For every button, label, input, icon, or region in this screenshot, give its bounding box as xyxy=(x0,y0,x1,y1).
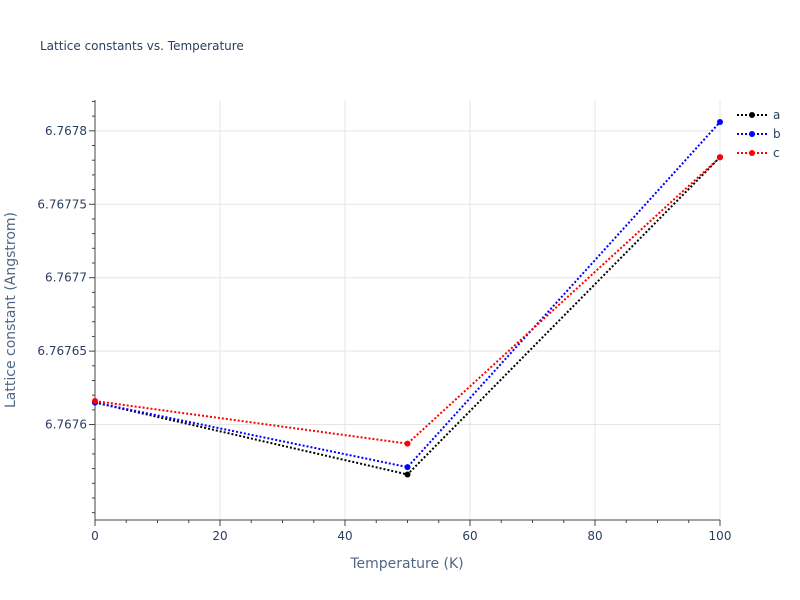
y-tick-label: 6.7677 xyxy=(45,271,87,285)
series-line-b xyxy=(94,121,721,469)
data-point-b xyxy=(404,464,411,471)
axes: 0 20 40 60 80 100 6.7676 6.76765 6.7677 6.76775 6.… xyxy=(37,100,731,543)
legend-label: a xyxy=(773,108,780,122)
x-tick-label: 20 xyxy=(212,529,227,543)
legend-item-b[interactable]: b xyxy=(737,127,781,141)
legend-label: b xyxy=(773,127,781,141)
y-axis-title: Lattice constant (Angstrom) xyxy=(3,212,19,408)
y-tick-label: 6.76775 xyxy=(37,197,87,211)
grid xyxy=(95,100,721,520)
series-line-a xyxy=(94,156,721,476)
data-point-b xyxy=(717,119,723,126)
x-tick-label: 0 xyxy=(91,529,99,543)
series-layer xyxy=(92,119,723,478)
x-tick-label: 60 xyxy=(462,529,477,543)
legend-label: c xyxy=(773,146,780,160)
x-tick-label: 40 xyxy=(337,529,352,543)
legend[interactable]: abc xyxy=(737,108,781,160)
data-point-a xyxy=(404,471,411,478)
legend-marker xyxy=(749,131,755,137)
data-point-c xyxy=(92,398,98,405)
y-tick-label: 6.7676 xyxy=(45,418,87,432)
legend-item-a[interactable]: a xyxy=(737,108,780,122)
x-tick-label: 100 xyxy=(709,529,732,543)
x-axis-title: Temperature (K) xyxy=(349,556,463,572)
x-tick-label: 80 xyxy=(587,529,602,543)
legend-item-c[interactable]: c xyxy=(737,146,780,160)
series-line-c xyxy=(94,156,721,445)
data-point-c xyxy=(717,154,723,161)
y-tick-label: 6.7678 xyxy=(45,124,87,138)
data-point-c xyxy=(404,440,411,447)
legend-marker xyxy=(749,150,755,156)
chart-title: Lattice constants vs. Temperature xyxy=(40,39,244,53)
y-tick-label: 6.76765 xyxy=(37,344,87,358)
legend-marker xyxy=(749,112,755,118)
